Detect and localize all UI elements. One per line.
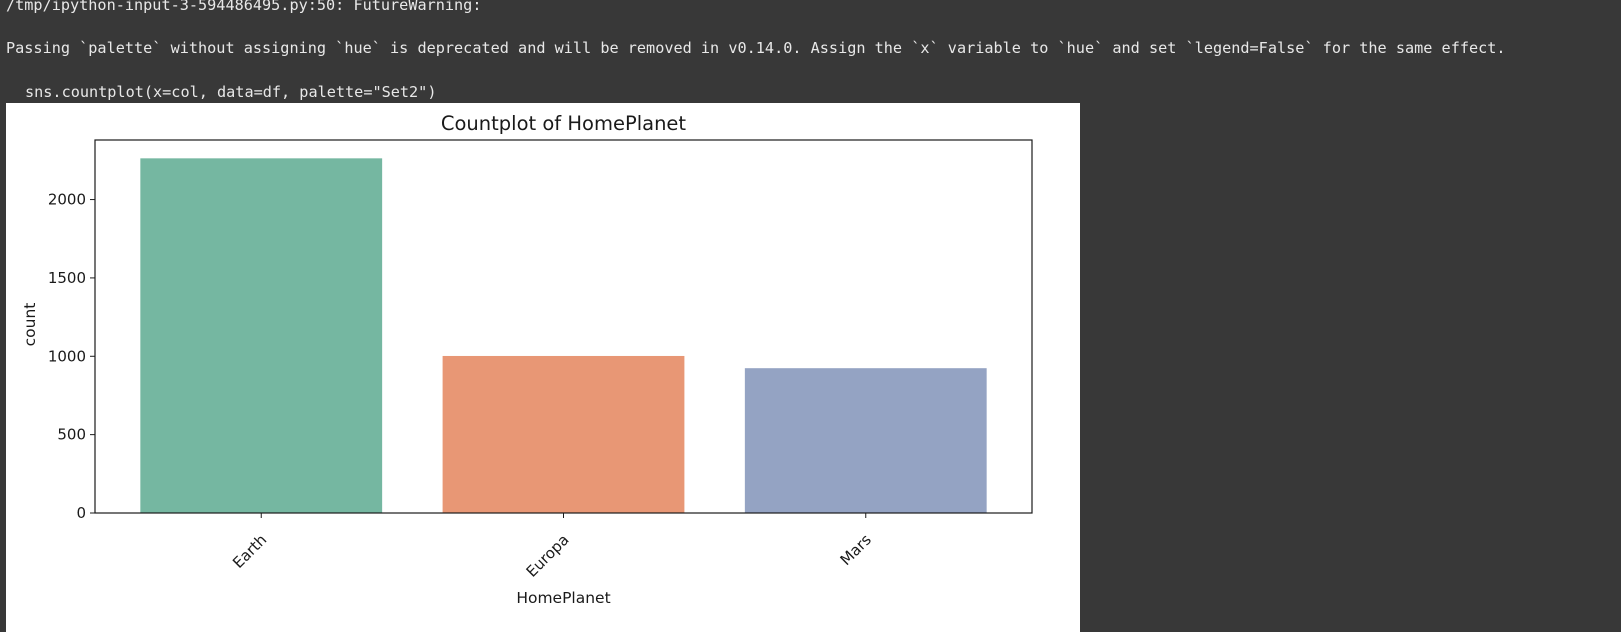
bar-earth xyxy=(140,158,383,513)
y-tick-label: 1500 xyxy=(48,269,86,287)
chart-title: Countplot of HomePlanet xyxy=(441,112,687,135)
y-axis-label: count xyxy=(21,303,39,347)
x-tick-label: Mars xyxy=(837,531,875,569)
x-axis-label: HomePlanet xyxy=(516,589,610,607)
warning-path: /tmp/ipython-input-3-594486495.py:50: Fu… xyxy=(6,0,482,14)
bar-mars xyxy=(744,368,987,513)
y-tick-label: 500 xyxy=(57,426,86,444)
y-tick-label: 1000 xyxy=(48,347,86,365)
countplot-chart: Earth Europa Mars 0 500 1000 1500 2000 Countplot… xyxy=(21,112,1033,607)
y-tick-label: 2000 xyxy=(48,191,86,209)
x-tick-label: Europa xyxy=(523,531,573,581)
bar-europa xyxy=(442,355,685,513)
warning-message: Passing `palette` without assigning `hue… xyxy=(6,39,1506,57)
y-tick-label: 0 xyxy=(76,504,86,522)
warning-code: sns.countplot(x=col, data=df, palette="S… xyxy=(25,83,437,101)
countplot-figure: Earth Europa Mars 0 500 1000 1500 2000 Countplot… xyxy=(6,103,1080,632)
x-tick-label: Earth xyxy=(229,531,270,572)
plot-frame xyxy=(94,139,1033,514)
